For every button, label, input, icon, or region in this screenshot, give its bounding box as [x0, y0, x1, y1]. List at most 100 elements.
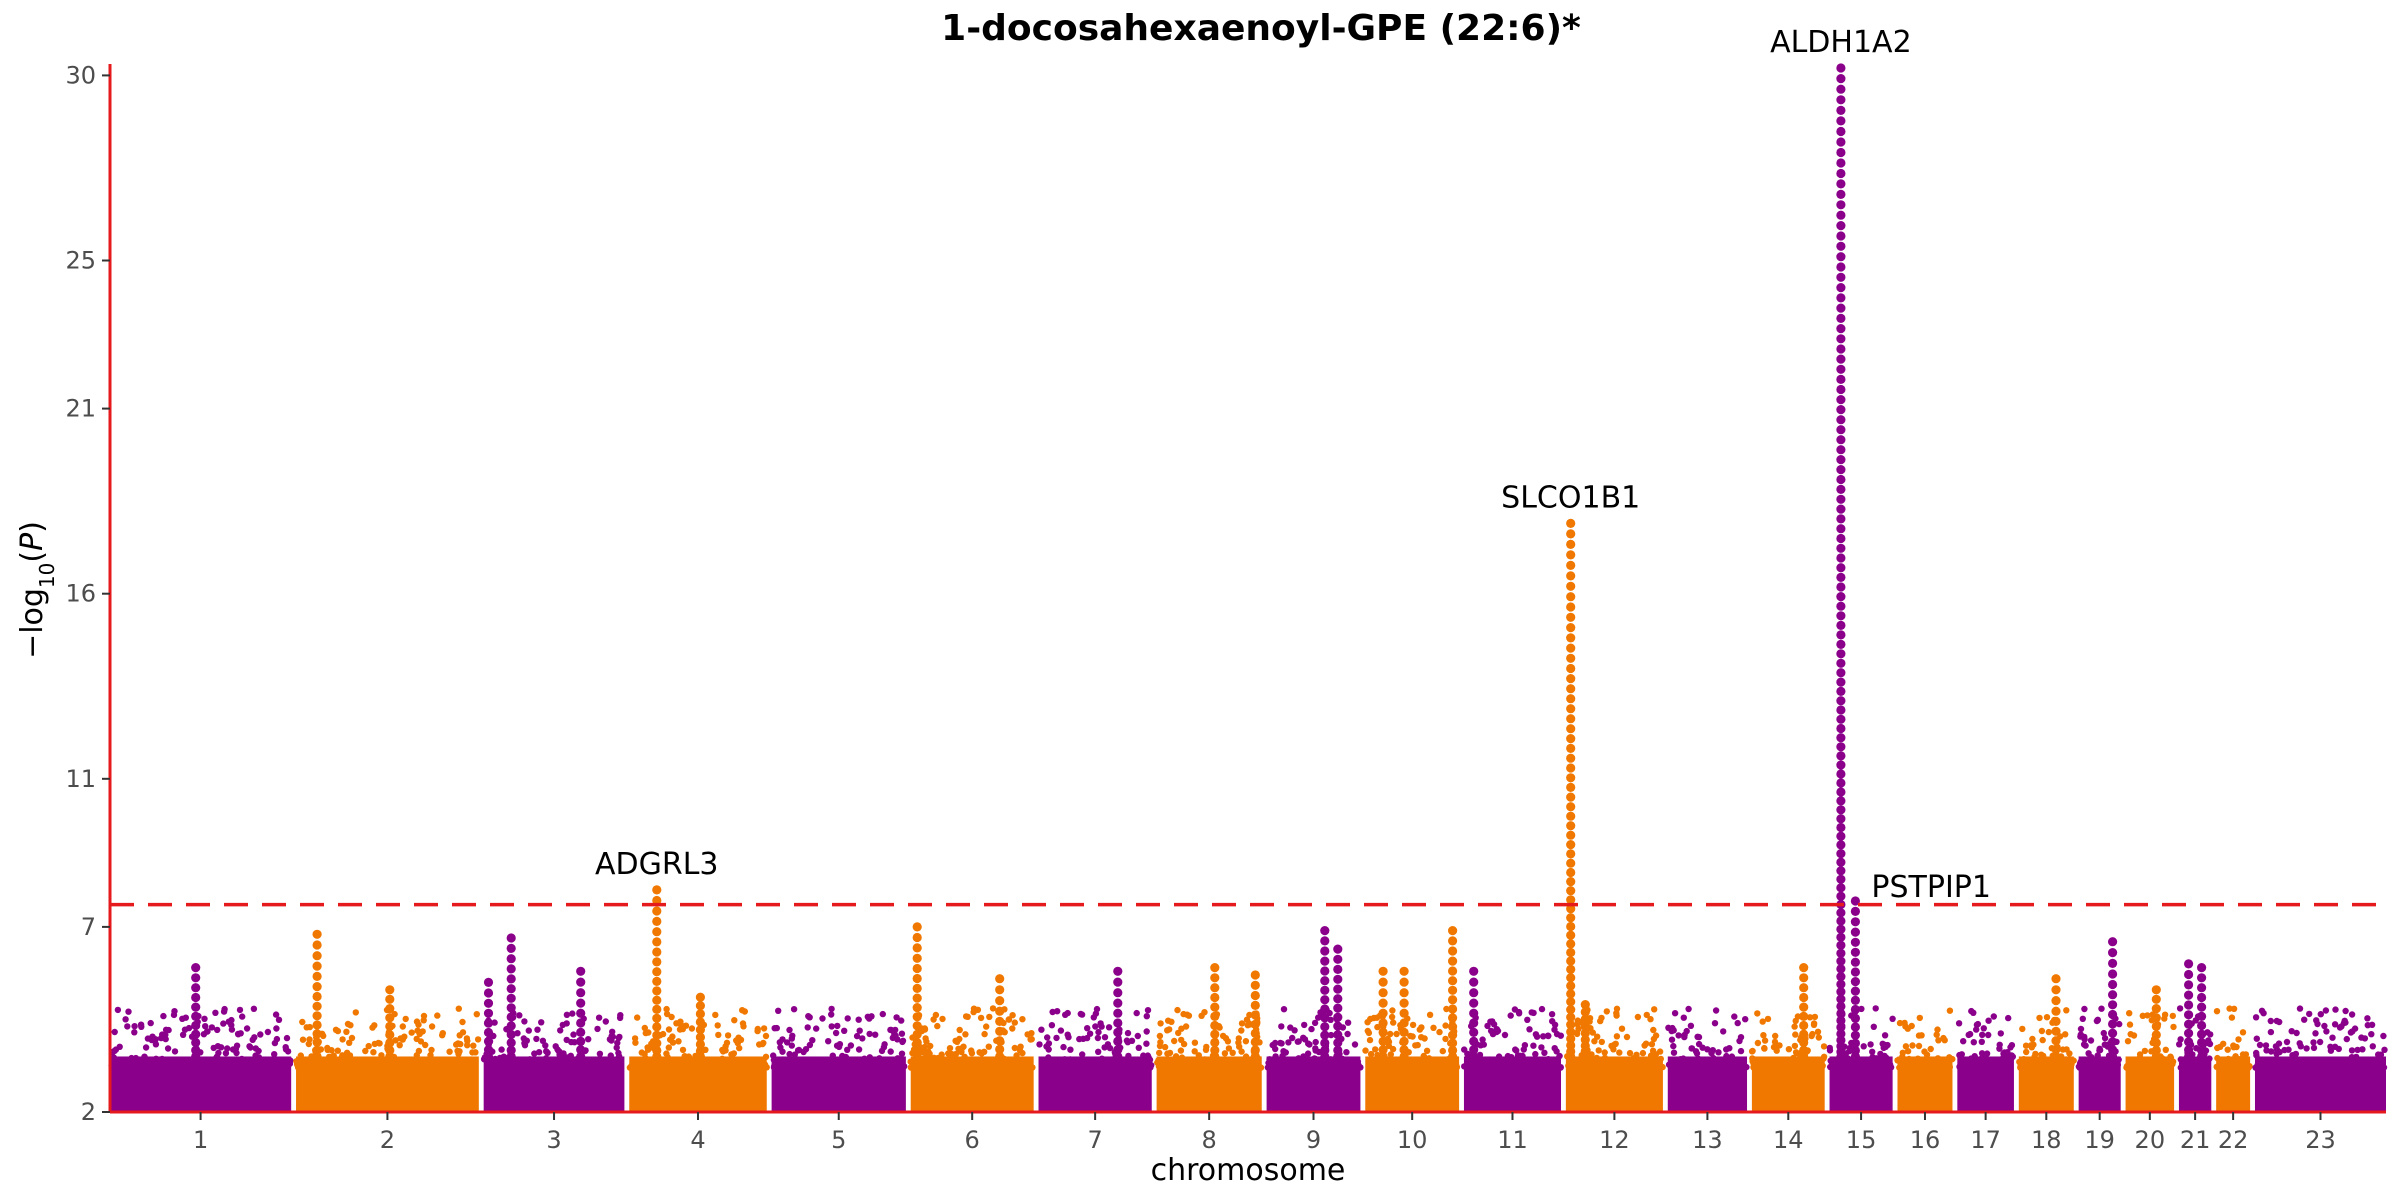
peak-point: [1836, 831, 1846, 841]
peak-point: [1836, 95, 1846, 105]
data-point: [1728, 1055, 1735, 1062]
data-point: [1393, 1030, 1400, 1038]
data-point: [685, 1061, 693, 1068]
data-point: [1143, 1040, 1150, 1047]
peak-point: [1210, 1051, 1220, 1062]
data-point: [459, 1018, 466, 1026]
peak-point: [1850, 896, 1860, 906]
data-point: [2115, 1056, 2122, 1063]
data-point: [243, 1025, 251, 1032]
peak-chr9: [1333, 944, 1343, 1062]
peak-point: [312, 1037, 322, 1047]
data-point: [1880, 1064, 1888, 1071]
peak-point: [1850, 957, 1860, 967]
data-point: [1535, 1058, 1543, 1065]
data-point: [1429, 1061, 1436, 1069]
peak-point: [2197, 1011, 2207, 1022]
data-point: [1909, 1042, 1916, 1049]
data-point: [1695, 1033, 1703, 1041]
peak-point: [191, 1051, 201, 1062]
chromosome-3-points: [480, 933, 625, 1112]
data-point: [1792, 1031, 1799, 1038]
peak-point: [1566, 821, 1576, 831]
data-point: [1650, 1035, 1658, 1043]
data-point: [272, 1011, 280, 1018]
data-point: [1048, 1021, 1056, 1029]
data-point: [756, 1041, 763, 1048]
data-point: [1407, 1032, 1414, 1040]
data-point: [836, 1041, 844, 1048]
peak-chr20: [2151, 985, 2161, 1062]
data-point: [343, 1028, 350, 1036]
peak-point: [1566, 674, 1576, 684]
peak-point: [1469, 1051, 1479, 1062]
peak-point: [1566, 802, 1576, 812]
peak-chr6: [912, 922, 922, 1062]
peak-point: [1836, 374, 1846, 384]
peak-point: [1836, 1008, 1846, 1019]
data-point: [2170, 1023, 2177, 1031]
data-point: [607, 1055, 614, 1063]
data-point: [1436, 1028, 1443, 1036]
peak-point: [1399, 1018, 1409, 1028]
data-point: [491, 1019, 498, 1026]
data-point: [1389, 1007, 1396, 1014]
data-point: [892, 1032, 899, 1039]
data-point: [319, 1059, 326, 1066]
data-point: [214, 1026, 221, 1034]
data-point: [2036, 1014, 2043, 1022]
data-point: [1521, 1042, 1529, 1049]
data-point: [2267, 1048, 2275, 1055]
data-point: [2293, 1029, 2300, 1037]
data-point: [1764, 1015, 1772, 1023]
data-point: [568, 1038, 575, 1046]
peak-point: [995, 1006, 1005, 1016]
data-point: [1671, 1010, 1679, 1017]
peak-point: [483, 1027, 494, 1038]
peak-point: [1836, 84, 1846, 94]
peak-point: [1836, 686, 1846, 697]
data-point: [1642, 1061, 1649, 1068]
data-point: [2348, 1047, 2356, 1054]
peak-point: [1799, 992, 1809, 1003]
peak-point: [1836, 465, 1846, 475]
data-point: [2318, 1064, 2326, 1071]
data-point: [806, 1014, 813, 1021]
data-point: [1551, 1064, 1558, 1071]
data-point: [161, 1064, 168, 1071]
peak-point: [1566, 997, 1576, 1007]
peak-point: [2197, 1002, 2207, 1012]
data-point: [632, 1039, 639, 1046]
data-point: [334, 1047, 341, 1054]
peak-point: [1566, 714, 1576, 724]
data-point: [1548, 1011, 1556, 1018]
peak-point: [1799, 1020, 1809, 1031]
data-point: [2096, 1046, 2104, 1054]
peak-point: [1566, 734, 1576, 744]
data-point: [371, 1022, 378, 1029]
data-point: [2276, 1064, 2283, 1071]
data-point: [1902, 1043, 1910, 1050]
data-point: [1166, 1026, 1173, 1033]
chromosome-10-points: [1362, 926, 1461, 1112]
x-tick-label: 5: [831, 1126, 846, 1154]
peak-point: [2184, 1037, 2194, 1047]
data-point: [1351, 1041, 1359, 1048]
data-point: [585, 1036, 592, 1043]
peak-point: [652, 957, 662, 967]
data-point: [867, 1057, 874, 1065]
data-point: [1062, 1057, 1070, 1064]
peak-point: [2197, 1020, 2207, 1031]
data-point: [1463, 1062, 1470, 1070]
x-tick-label: 12: [1599, 1126, 1630, 1154]
data-point: [2017, 1063, 2024, 1070]
peak-point: [1566, 773, 1576, 783]
data-point: [1272, 1053, 1279, 1060]
data-point: [1966, 1030, 1974, 1038]
data-point: [660, 1064, 667, 1071]
peak-point: [483, 1036, 494, 1046]
peak-point: [2108, 1019, 2118, 1029]
data-point: [1538, 1005, 1546, 1013]
data-point: [574, 1063, 582, 1070]
peak-point: [2151, 1021, 2161, 1031]
